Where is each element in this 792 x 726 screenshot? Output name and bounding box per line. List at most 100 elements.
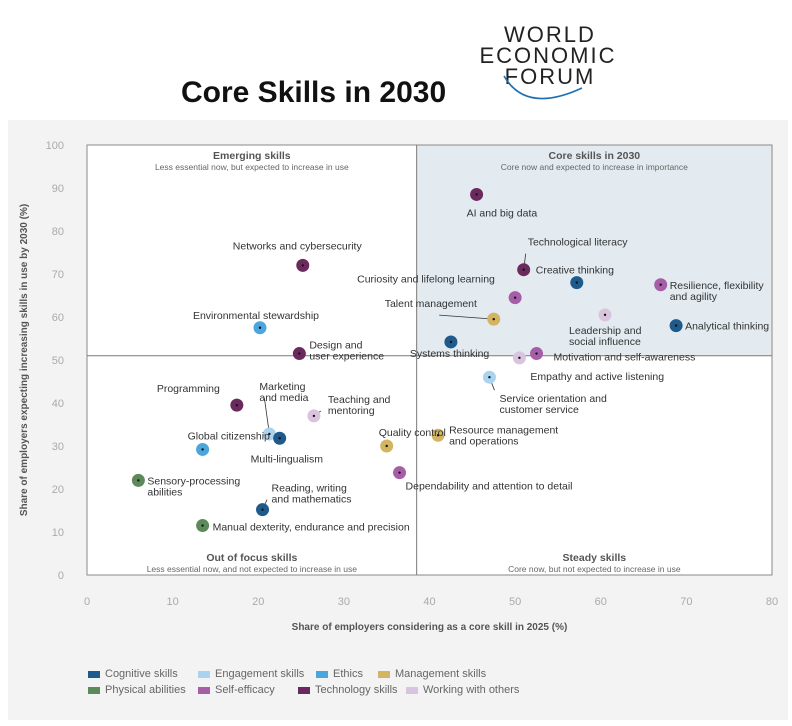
legend-label: Ethics bbox=[333, 668, 363, 680]
legend-item: Technology skills bbox=[298, 684, 398, 696]
y-tick-label: 70 bbox=[52, 269, 64, 281]
data-point-label: Curiosity and lifelong learning bbox=[357, 274, 495, 286]
y-tick-label: 60 bbox=[52, 312, 64, 324]
quadrant-title: Steady skills bbox=[563, 552, 627, 564]
data-point-center bbox=[488, 376, 491, 379]
data-point-center bbox=[137, 479, 140, 482]
legend-item: Physical abilities bbox=[88, 684, 186, 696]
data-point-label: Technological literacy bbox=[528, 237, 629, 249]
legend-swatch bbox=[378, 670, 390, 678]
data-point-label: Environmental stewardship bbox=[193, 310, 319, 322]
y-tick-label: 50 bbox=[52, 355, 64, 367]
quadrant-subtitle: Core now and expected to increase in imp… bbox=[501, 162, 688, 172]
quadrant-subtitle: Less essential now, but expected to incr… bbox=[155, 162, 349, 172]
legend-item: Cognitive skills bbox=[88, 668, 178, 680]
data-point-center bbox=[278, 437, 281, 440]
data-point-label: Systems thinking bbox=[410, 348, 490, 360]
data-point-center bbox=[513, 296, 517, 299]
data-point-label: Reading, writing and mathematics bbox=[272, 483, 352, 506]
legend-item: Management skills bbox=[378, 668, 486, 680]
page-title: Core Skills in 2030 bbox=[181, 76, 447, 109]
legend-label: Management skills bbox=[395, 668, 487, 680]
data-point-center bbox=[535, 352, 538, 355]
legend-swatch bbox=[406, 686, 418, 694]
legend-item: Self-efficacy bbox=[198, 684, 275, 696]
core-quadrant-shade bbox=[416, 145, 772, 356]
y-tick-label: 0 bbox=[58, 570, 64, 582]
data-point-label: Multi-lingualism bbox=[251, 453, 324, 465]
data-point-label: Design and user experience bbox=[309, 340, 384, 363]
y-tick-label: 30 bbox=[52, 441, 64, 453]
legend-label: Technology skills bbox=[315, 684, 398, 696]
x-tick-label: 80 bbox=[766, 596, 778, 608]
data-point-center bbox=[575, 281, 578, 284]
data-point-label: Global citizenship bbox=[188, 430, 270, 442]
data-point-label: Analytical thinking bbox=[685, 321, 769, 333]
data-point-center bbox=[201, 448, 204, 451]
data-point-center bbox=[298, 352, 301, 355]
data-point-label: Resilience, flexibility and agility bbox=[670, 280, 765, 303]
quadrant-subtitle: Core now, but not expected to increase i… bbox=[508, 564, 681, 574]
legend-item: Engagement skills bbox=[198, 668, 304, 680]
data-point-label: Dependability and attention to detail bbox=[406, 481, 573, 493]
data-point-label: Quality control bbox=[379, 427, 446, 439]
legend-item: Ethics bbox=[316, 668, 363, 680]
legend-label: Cognitive skills bbox=[105, 668, 178, 680]
data-point-label: Marketing and media bbox=[259, 381, 308, 404]
data-point-label: Service orientation and customer service bbox=[499, 393, 607, 416]
quadrant-title: Emerging skills bbox=[213, 150, 291, 162]
x-tick-label: 0 bbox=[84, 596, 90, 608]
x-tick-label: 50 bbox=[509, 596, 521, 608]
data-point-label: AI and big data bbox=[467, 207, 538, 219]
legend-swatch bbox=[88, 686, 100, 694]
x-tick-label: 20 bbox=[252, 596, 264, 608]
y-tick-label: 100 bbox=[46, 140, 64, 152]
logo-line-economic: ECONOMIC bbox=[480, 43, 617, 68]
x-tick-label: 10 bbox=[167, 596, 179, 608]
y-tick-label: 40 bbox=[52, 398, 64, 410]
logo-arc bbox=[503, 75, 583, 100]
legend-swatch bbox=[198, 686, 210, 694]
data-point-center bbox=[268, 432, 271, 436]
scatter-chart: 0 10 20 30 40 50 60 70 80 0 10 20 30 40 50 60 70 80 90 100 S… bbox=[19, 140, 778, 633]
data-point-label: Empathy and active listening bbox=[530, 371, 664, 383]
data-point-label: Talent management bbox=[385, 298, 477, 310]
data-point-label: Networks and cybersecurity bbox=[233, 240, 363, 252]
wef-logo: WORLD ECONOMIC FORUM bbox=[480, 22, 617, 100]
chart-panel: 0 10 20 30 40 50 60 70 80 0 10 20 30 40 50 60 70 80 90 100 S… bbox=[8, 120, 788, 720]
data-point-center bbox=[522, 268, 525, 271]
x-tick-label: 30 bbox=[338, 596, 350, 608]
quadrant-subtitle: Less essential now, and not expected to … bbox=[147, 564, 358, 574]
data-point-center bbox=[398, 471, 401, 474]
quadrant-title: Out of focus skills bbox=[206, 552, 297, 564]
legend-swatch bbox=[198, 670, 210, 678]
logo-line-world: WORLD bbox=[504, 22, 596, 47]
legend-label: Engagement skills bbox=[215, 668, 305, 680]
x-tick-label: 70 bbox=[680, 596, 692, 608]
leader-line bbox=[439, 314, 494, 320]
data-point-center bbox=[475, 193, 478, 196]
x-tick-label: 40 bbox=[423, 596, 435, 608]
legend-swatch bbox=[316, 670, 328, 678]
data-point-label: Resource management and operations bbox=[449, 424, 558, 447]
y-tick-label: 20 bbox=[52, 484, 64, 496]
data-point-center bbox=[603, 313, 607, 317]
data-point-center bbox=[201, 524, 204, 527]
data-point-center bbox=[301, 264, 304, 267]
data-point-label: Sensory-processing abilities bbox=[147, 475, 240, 498]
data-point-center bbox=[235, 403, 239, 407]
legend-label: Working with others bbox=[423, 684, 520, 696]
data-point-center bbox=[385, 444, 388, 448]
legend-label: Self-efficacy bbox=[215, 684, 275, 696]
data-point-label: Teaching and mentoring bbox=[328, 394, 391, 417]
data-point-label: Programming bbox=[157, 383, 220, 395]
data-point-center bbox=[659, 283, 662, 286]
x-tick-label: 60 bbox=[595, 596, 607, 608]
data-point-label: Leadership and social influence bbox=[569, 325, 642, 348]
data-point-center bbox=[436, 434, 440, 437]
data-point-center bbox=[674, 324, 678, 327]
data-point-center bbox=[492, 317, 495, 321]
legend-item: Working with others bbox=[406, 684, 519, 696]
logo-line-forum: FORUM bbox=[505, 64, 596, 89]
data-point-label: Creative thinking bbox=[536, 265, 614, 277]
